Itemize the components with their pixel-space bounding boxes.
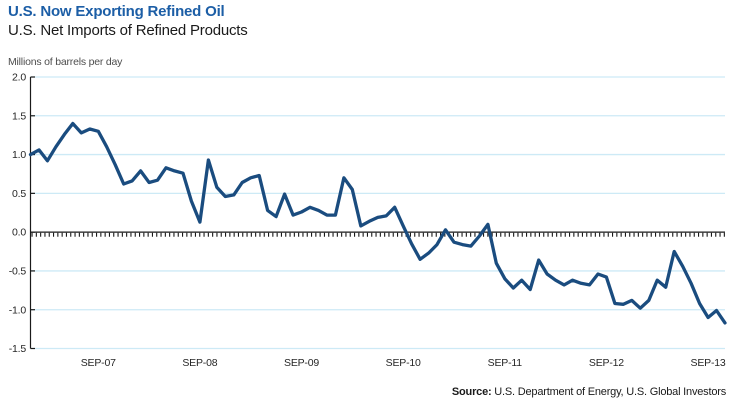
chart-subtitle: U.S. Net Imports of Refined Products <box>8 22 248 39</box>
net-imports-line-series <box>28 121 727 325</box>
x-tick-label: SEP-10 <box>386 357 421 369</box>
y-tick-label: 0.0 <box>12 227 26 239</box>
y-tick-label: 2.0 <box>12 72 26 84</box>
source-text: U.S. Department of Energy, U.S. Global I… <box>491 386 726 398</box>
y-tick-label: -1.5 <box>9 343 27 355</box>
x-tick-label: SEP-08 <box>182 357 217 369</box>
y-axis-unit-label: Millions of barrels per day <box>8 56 123 68</box>
source-credit: Source: U.S. Department of Energy, U.S. … <box>452 386 726 398</box>
y-tick-label: 0.5 <box>12 188 26 200</box>
y-tick-label: 1.5 <box>12 110 26 122</box>
x-tick-label: SEP-12 <box>589 357 624 369</box>
page-title: U.S. Now Exporting Refined Oil <box>8 3 225 20</box>
x-tick-label: SEP-07 <box>81 357 116 369</box>
x-tick-label: SEP-11 <box>488 357 523 369</box>
x-tick-label: SEP-13 <box>691 357 726 369</box>
y-tick-label: 1.0 <box>12 149 26 161</box>
x-tick-label: SEP-09 <box>284 357 319 369</box>
source-label: Source: <box>451 386 492 398</box>
y-tick-label: -1.0 <box>9 304 27 316</box>
y-tick-label: -0.5 <box>9 266 27 278</box>
